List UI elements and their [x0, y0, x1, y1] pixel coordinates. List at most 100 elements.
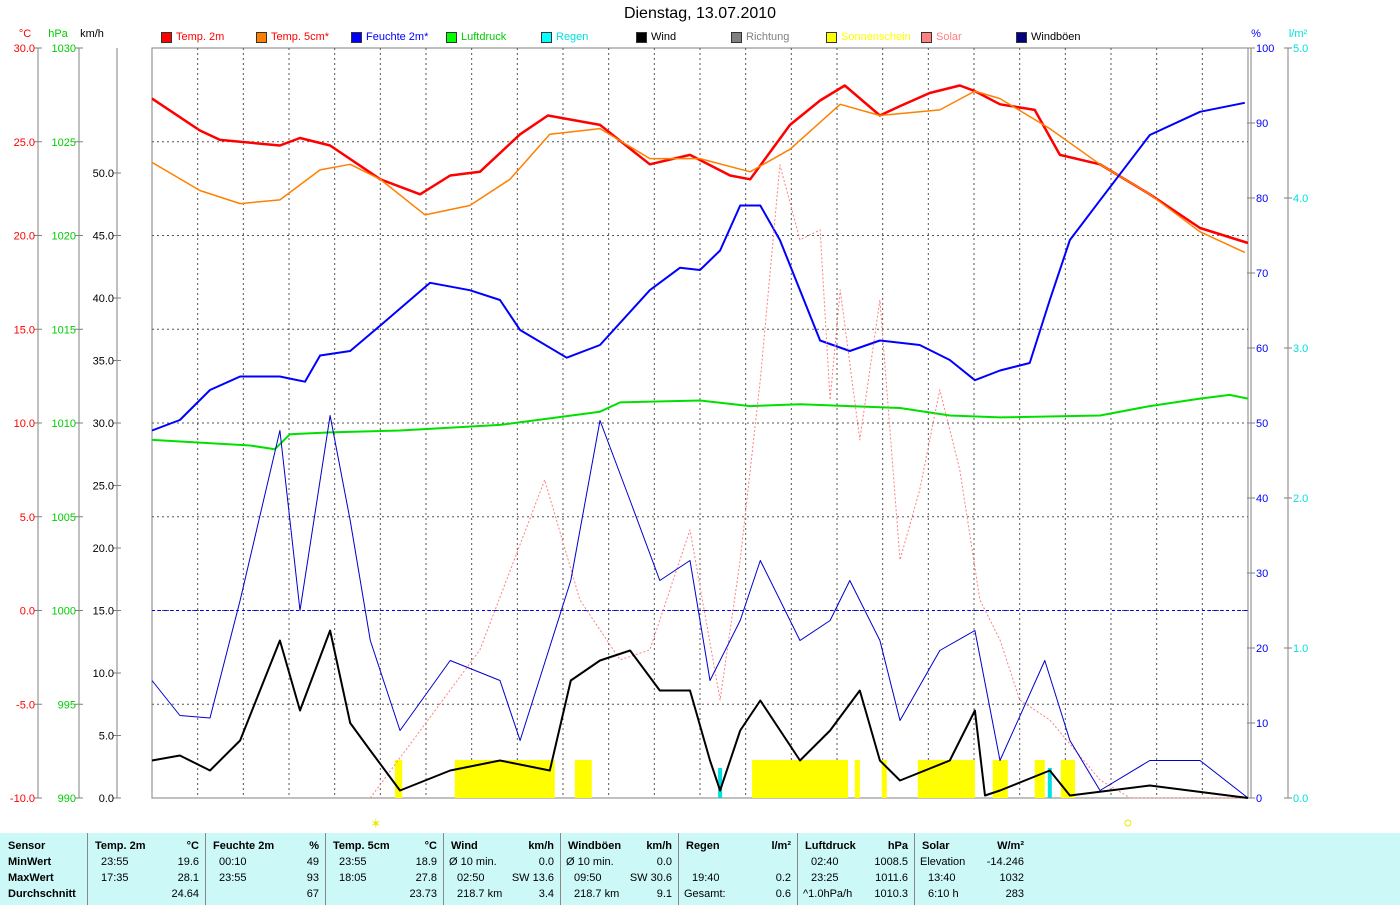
- stats-cell: 1011.6: [875, 872, 908, 884]
- temp-tick-label: 5.0: [20, 512, 35, 524]
- stats-cell: 23.73: [409, 888, 437, 900]
- stats-header: Temp. 5cm: [333, 840, 390, 852]
- legend-item: Solar: [921, 31, 962, 43]
- humidity-tick-label: 80: [1256, 193, 1268, 205]
- column-divider: [797, 833, 798, 905]
- stats-cell: 0.2: [775, 872, 791, 884]
- stats-cell: SW 30.6: [629, 872, 672, 884]
- stats-cell: 1032: [999, 872, 1024, 884]
- legend-label: Temp. 5cm*: [271, 31, 330, 43]
- sunshine-bar: [1034, 760, 1045, 798]
- temp-tick-label: 10.0: [14, 418, 35, 430]
- stats-cell: 283: [1005, 888, 1024, 900]
- pressure-unit: hPa: [48, 28, 68, 40]
- sunrise-icon: ✶: [370, 816, 381, 831]
- stats-header: °C: [424, 840, 437, 852]
- column-divider: [87, 833, 88, 905]
- chart-title: Dienstag, 13.07.2010: [623, 5, 777, 22]
- pressure-tick-label: 1000: [52, 606, 76, 618]
- humidity-tick-label: 30: [1256, 568, 1268, 580]
- column-divider: [325, 833, 326, 905]
- pressure-tick-label: 1020: [52, 231, 76, 243]
- stats-cell: 00:10: [219, 856, 247, 868]
- series-temp-2m: [151, 84, 1249, 245]
- wind-tick-label: 25.0: [93, 481, 114, 493]
- legend-item: Feuchte 2m*: [351, 31, 428, 43]
- rain-tick-label: 2.0: [1293, 493, 1308, 505]
- stats-cell: SW 13.6: [511, 872, 554, 884]
- stats-header: km/h: [528, 840, 554, 852]
- column-divider: [205, 833, 206, 905]
- stats-cell: 02:50: [457, 872, 485, 884]
- legend-label: Richtung: [746, 31, 790, 43]
- stats-cell: 18:05: [339, 872, 367, 884]
- stats-cell: 0.0: [538, 856, 554, 868]
- stats-cell: 09:50: [574, 872, 602, 884]
- sunset-icon: [1124, 819, 1132, 827]
- rain-unit: l/m²: [1289, 28, 1308, 40]
- stats-header: Windböen: [568, 840, 622, 852]
- series-feuchte-2m-: [151, 101, 1245, 432]
- column-divider: [914, 833, 915, 905]
- legend-item: Temp. 5cm*: [256, 31, 329, 43]
- legend-swatch: [541, 31, 552, 43]
- stats-table: Sensor Temp. 2m °C Feuchte 2m% Temp. 5cm °C Wi…: [0, 833, 1400, 905]
- legend-label: Temp. 2m: [176, 31, 225, 43]
- stats-cell: 0.0: [656, 856, 672, 868]
- wind-unit: km/h: [80, 28, 104, 40]
- legend-item: Wind: [636, 31, 676, 43]
- series-temp-5cm-: [151, 90, 1246, 254]
- stats-header: hPa: [887, 840, 908, 852]
- column-divider: [443, 833, 444, 905]
- temp-tick-label: 20.0: [14, 231, 35, 243]
- rain-tick-label: 0.0: [1293, 793, 1308, 805]
- stats-header: Wind: [451, 840, 478, 852]
- stats-cell: Elevation: [920, 856, 966, 868]
- stats-cell: 17:35: [101, 872, 129, 884]
- stats-cell: -14.246: [986, 856, 1024, 868]
- stats-header: Sensor: [8, 840, 46, 852]
- rain-tick-label: 5.0: [1293, 43, 1308, 55]
- legend-label: Luftdruck: [461, 31, 507, 43]
- stats-header: l/m²: [771, 840, 791, 852]
- stats-cell: 23:55: [101, 856, 129, 868]
- rain-tick-label: 1.0: [1293, 643, 1308, 655]
- stats-header: Feuchte 2m: [213, 840, 275, 852]
- stats-cell: 1010.3: [874, 888, 908, 900]
- stats-header: Regen: [686, 840, 720, 852]
- stats-header: MaxWert: [8, 872, 54, 884]
- stats-cell: 9.1: [656, 888, 672, 900]
- wind-tick-label: 20.0: [93, 543, 114, 555]
- legend-swatch: [921, 31, 932, 43]
- stats-header: °C: [186, 840, 199, 852]
- stats-header: Temp. 2m: [95, 840, 146, 852]
- legend-label: Sonnenschein: [841, 31, 911, 43]
- legend-label: Windböen: [1031, 31, 1081, 43]
- rain-bar: [1047, 768, 1052, 798]
- pressure-tick-label: 990: [58, 793, 76, 805]
- legend-label: Wind: [651, 31, 677, 43]
- stats-cell: Ø 10 min.: [566, 856, 614, 868]
- legend-item: Luftdruck: [446, 31, 506, 43]
- wind-tick-label: 45.0: [93, 231, 114, 243]
- pressure-tick-label: 1005: [52, 512, 76, 524]
- series-luftdruck: [151, 393, 1249, 451]
- legend-swatch: [446, 31, 457, 43]
- sunshine-bar: [394, 760, 403, 798]
- weather-chart: °C 30.0 25.0 20.0 15.0 10.0 5.0 0.0 -5.0 -10.0 hPa…: [10, 28, 1308, 831]
- stats-header: %: [309, 840, 319, 852]
- humidity-tick-label: 60: [1256, 343, 1268, 355]
- stats-header: Durchschnitt: [8, 888, 76, 900]
- humidity-unit: %: [1251, 28, 1261, 40]
- stats-header: W/m²: [997, 840, 1024, 852]
- column-divider: [560, 833, 561, 905]
- temp-tick-label: 30.0: [14, 43, 35, 55]
- temp-tick-label: 25.0: [14, 137, 35, 149]
- sunshine-bar: [574, 760, 592, 798]
- sunshine-bar: [854, 760, 860, 798]
- stats-cell: 23:55: [219, 872, 247, 884]
- stats-cell: ^1.0hPa/h: [803, 888, 853, 900]
- stats-header: km/h: [646, 840, 672, 852]
- stats-cell: 49: [306, 856, 319, 868]
- stats-cell: 02:40: [811, 856, 839, 868]
